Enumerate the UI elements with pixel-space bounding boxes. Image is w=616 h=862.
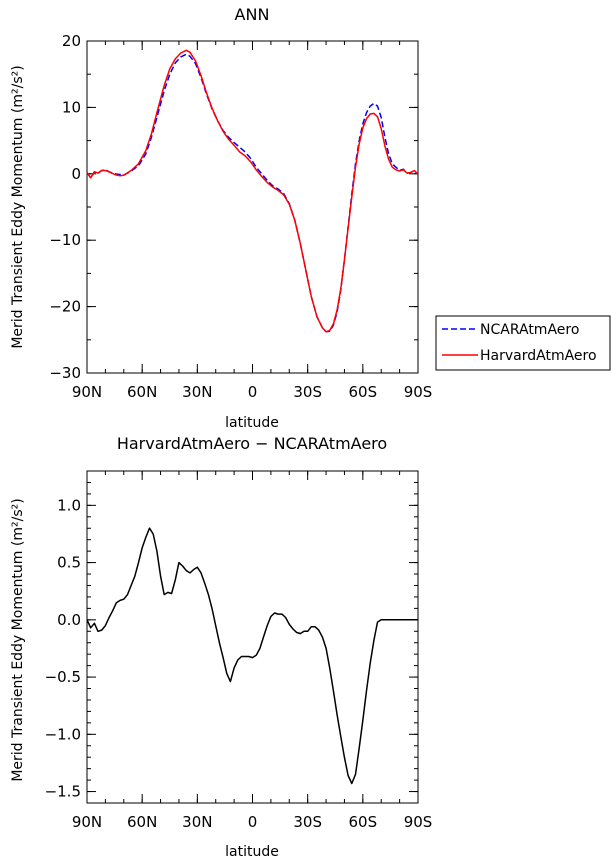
panel-ann-plot: 90N 60N 30N 0 30S 60S 90S 20 10 0 −10 −20 −30	[49, 32, 432, 401]
y-tick-label: −1.0	[45, 725, 81, 743]
panel-diff-title: HarvardAtmAero − NCARAtmAero	[117, 434, 387, 453]
plot-frame	[86, 40, 419, 374]
plot-frame	[86, 470, 419, 804]
y-tick-label: 0.5	[57, 554, 81, 572]
y-tick-label: 10	[62, 98, 81, 116]
x-tick-label: 30S	[293, 813, 322, 831]
x-tick-label: 0	[248, 383, 258, 401]
y-tick-label: 0.0	[57, 611, 81, 629]
x-tick-label: 60N	[127, 813, 157, 831]
x-tick-label: 0	[248, 813, 258, 831]
panel-ann-xlabel: latitude	[225, 415, 279, 431]
x-tick-label: 90N	[72, 383, 102, 401]
panel-diff-xlabel: latitude	[225, 844, 279, 860]
x-tick-label: 60S	[349, 383, 378, 401]
panel-diff-ylabel: Merid Transient Eddy Momentum (m²/s²)	[10, 498, 26, 781]
legend: NCARAtmAero HarvardAtmAero	[435, 315, 611, 371]
series-line-1	[86, 49, 419, 333]
panel-ann: ANN 90N 60N 30N 0 30S 60S 90S 20 10 0 −10 −20 −30 la…	[10, 5, 432, 431]
panel-diff: HarvardAtmAero − NCARAtmAero 90N 60N 30N 0 3…	[10, 434, 432, 860]
x-tick-label: 90S	[404, 383, 433, 401]
x-tick-label: 30S	[293, 383, 322, 401]
legend-box	[435, 315, 611, 371]
legend-harvard-label: HarvardAtmAero	[480, 348, 597, 364]
y-tick-label: 1.0	[57, 496, 81, 514]
x-tick-label: 30N	[182, 383, 212, 401]
y-tick-label: −1.5	[45, 783, 81, 801]
x-tick-label: 60S	[349, 813, 378, 831]
y-tick-label: −20	[49, 298, 81, 316]
y-tick-label: −30	[49, 364, 81, 382]
x-tick-label: 90S	[404, 813, 433, 831]
panel-diff-plot: 90N 60N 30N 0 30S 60S 90S 1.0 0.5 0.0 −0.5 −1.0 −1.5	[45, 470, 433, 831]
x-tick-label: 90N	[72, 813, 102, 831]
panel-ann-ylabel: Merid Transient Eddy Momentum (m²/s²)	[10, 65, 26, 348]
x-tick-label: 60N	[127, 383, 157, 401]
series-line-0	[86, 53, 419, 333]
y-tick-label: 0	[71, 165, 81, 183]
panel-ann-title: ANN	[235, 5, 270, 24]
y-tick-label: −0.5	[45, 668, 81, 686]
series-line-0	[86, 527, 418, 785]
y-tick-label: −10	[49, 231, 81, 249]
y-tick-label: 20	[62, 32, 81, 50]
x-tick-label: 30N	[182, 813, 212, 831]
legend-ncar-label: NCARAtmAero	[480, 322, 579, 338]
